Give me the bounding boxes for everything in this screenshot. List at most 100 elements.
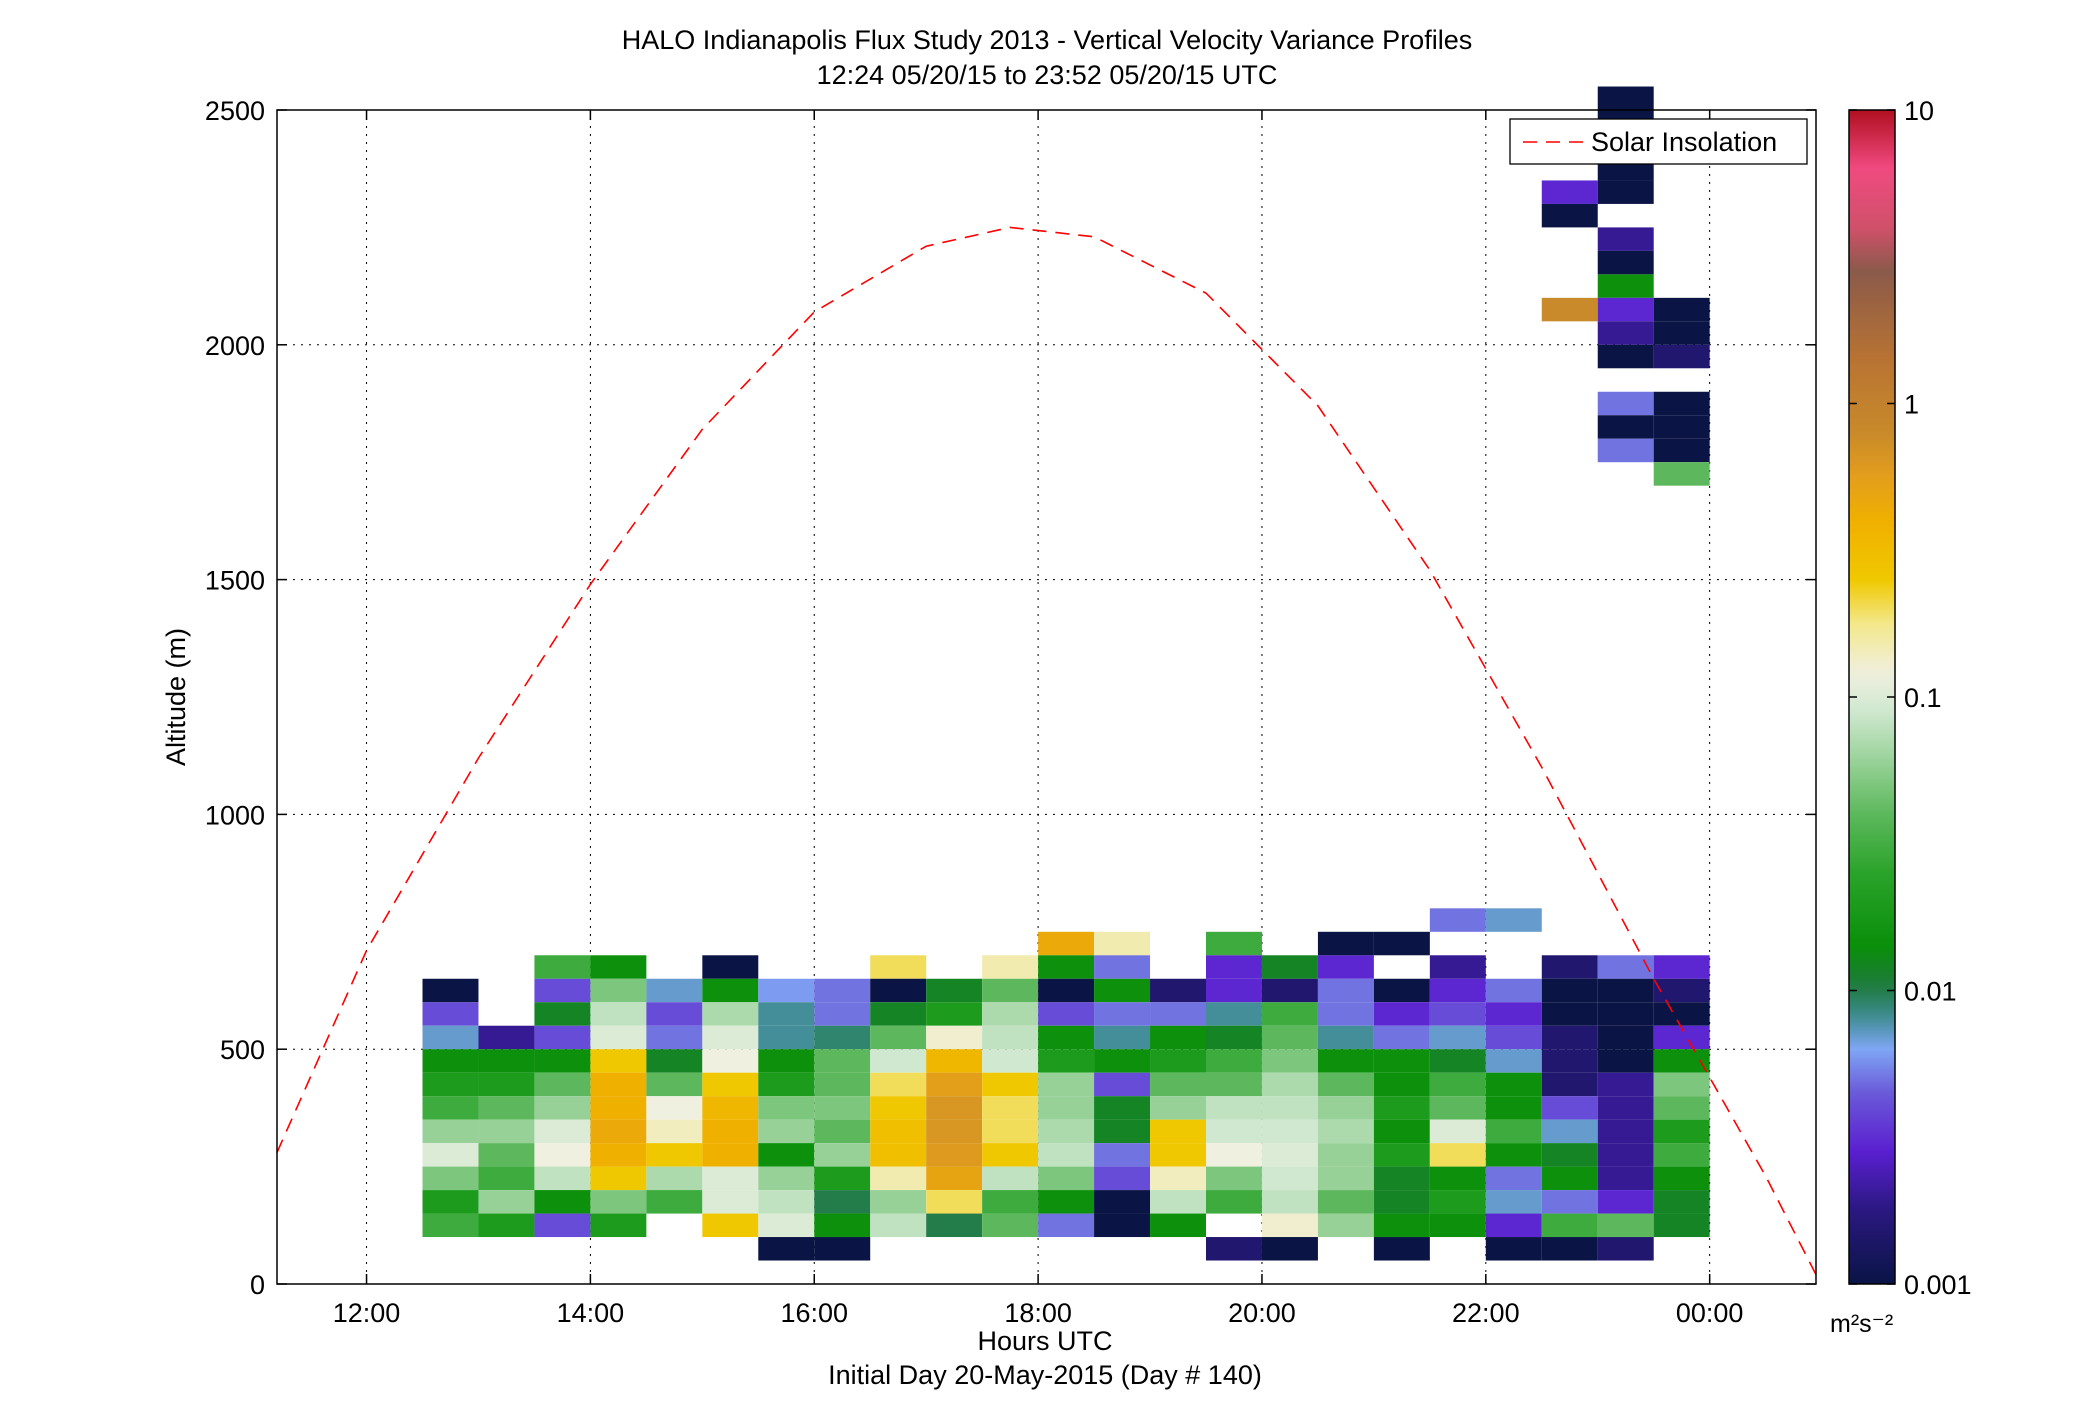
heatmap-cell [1429, 1049, 1486, 1073]
heatmap-cell [926, 1190, 983, 1214]
heatmap-cell [1261, 1072, 1318, 1097]
heatmap-cell [1373, 1213, 1430, 1238]
heatmap-cell [1261, 1190, 1318, 1214]
colorbar-tick-label: 0.01 [1904, 977, 1957, 1007]
heatmap-cell [1150, 1002, 1206, 1026]
heatmap-cell [1261, 1025, 1318, 1050]
heatmap-cell [758, 1237, 815, 1261]
heatmap-cell [982, 1190, 1039, 1214]
heatmap-cell [590, 1166, 647, 1191]
y-axis-label: Altitude (m) [161, 628, 191, 766]
heatmap-cell [758, 1025, 815, 1050]
heatmap-cell [590, 1190, 647, 1214]
heatmap-cell [758, 1213, 815, 1238]
heatmap-cell [814, 1166, 871, 1191]
heatmap-cell [1541, 978, 1598, 1003]
heatmap-cell [1653, 438, 1710, 463]
heatmap-cell [926, 1049, 983, 1073]
heatmap-cell [1485, 1002, 1542, 1026]
heatmap-cell [1038, 1190, 1095, 1214]
heatmap-cell [1205, 1119, 1262, 1144]
heatmap-cell [926, 1119, 983, 1144]
colorbar-tick-label: 0.001 [1904, 1270, 1972, 1300]
heatmap-cell [1261, 1166, 1318, 1191]
x-tick-label: 00:00 [1676, 1298, 1744, 1328]
heatmap-cell [1373, 1143, 1430, 1167]
heatmap-cell [1541, 180, 1598, 204]
heatmap-cell [1597, 86, 1654, 110]
heatmap-cell [1541, 297, 1598, 322]
heatmap-cell [1653, 297, 1710, 322]
heatmap-cell [1653, 344, 1710, 369]
heatmap-cell [1373, 1096, 1430, 1120]
legend: Solar Insolation [1509, 118, 1808, 165]
heatmap-cell [1653, 1096, 1710, 1120]
heatmap-cell [702, 1119, 759, 1144]
heatmap-cell [1653, 1143, 1710, 1167]
heatmap-cell [926, 1143, 983, 1167]
heatmap-cell [1597, 1002, 1654, 1026]
heatmap-cell [1653, 955, 1710, 979]
heatmap-cell [590, 1213, 647, 1238]
heatmap-cell [1317, 1190, 1374, 1214]
heatmap-cell [1485, 978, 1542, 1003]
heatmap-cell [814, 978, 871, 1003]
heatmap-cell [1429, 1025, 1486, 1050]
heatmap-cell [646, 1119, 703, 1144]
heatmap-cell [702, 1190, 759, 1214]
heatmap-cell [870, 1166, 927, 1191]
x-tick-label: 22:00 [1452, 1298, 1520, 1328]
heatmap-cell [646, 1143, 703, 1167]
heatmap-cell [1317, 1072, 1374, 1097]
heatmap-cell [1597, 1025, 1654, 1050]
heatmap-cell [1094, 1049, 1151, 1073]
heatmap-cell [1261, 1213, 1318, 1238]
colorbar: 0.001 0.01 0.1 1 10 m²s⁻² [1830, 96, 1972, 1338]
heatmap-cell [1485, 1143, 1542, 1167]
heatmap-cell [1038, 1002, 1095, 1026]
heatmap-cell [1541, 1049, 1598, 1073]
heatmap-cell [478, 1119, 535, 1144]
heatmap-cell [1597, 1166, 1654, 1191]
heatmap-cell [646, 1096, 703, 1120]
heatmap-cell [534, 1119, 591, 1144]
heatmap-cell [702, 1143, 759, 1167]
heatmap-cell [1373, 1237, 1430, 1261]
heatmap-cell [982, 1166, 1039, 1191]
heatmap-cell [1429, 955, 1486, 979]
heatmap-cell [1038, 955, 1095, 979]
heatmap-cell [982, 1096, 1039, 1120]
heatmap-cell [1038, 1072, 1095, 1097]
heatmap-cell [1541, 1143, 1598, 1167]
heatmap-cell [870, 978, 927, 1003]
heatmap-cell [702, 1096, 759, 1120]
heatmap-cell [1205, 978, 1262, 1003]
heatmap-cell [1541, 1119, 1598, 1144]
heatmap-cell [1038, 978, 1095, 1003]
heatmap-cell [1541, 203, 1598, 228]
colorbar-tick-label: 0.1 [1904, 683, 1942, 713]
heatmap-cell [1597, 1049, 1654, 1073]
heatmap-cell [758, 1049, 815, 1073]
heatmap-cell [1205, 1190, 1262, 1214]
heatmap-cell [1597, 321, 1654, 345]
heatmap-cell [1094, 955, 1151, 979]
heatmap-cell [1261, 1237, 1318, 1261]
y-tick-label: 1500 [205, 566, 265, 596]
heatmap-cell [1597, 250, 1654, 275]
heatmap-cell [1205, 1049, 1262, 1073]
heatmap-cell [1205, 1072, 1262, 1097]
heatmap-cell [1261, 1002, 1318, 1026]
heatmap-cell [1429, 1143, 1486, 1167]
y-tick-label: 500 [220, 1035, 265, 1065]
heatmap-cell [590, 955, 647, 979]
heatmap-cell [1541, 1072, 1598, 1097]
heatmap-cell [1653, 1213, 1710, 1238]
heatmap-cell [758, 1119, 815, 1144]
heatmap-cell [1485, 1025, 1542, 1050]
heatmap-cell [1150, 1025, 1206, 1050]
heatmap-cell [926, 1096, 983, 1120]
x-tick-label: 16:00 [780, 1298, 848, 1328]
legend-label-solar-insolation: Solar Insolation [1591, 127, 1777, 157]
